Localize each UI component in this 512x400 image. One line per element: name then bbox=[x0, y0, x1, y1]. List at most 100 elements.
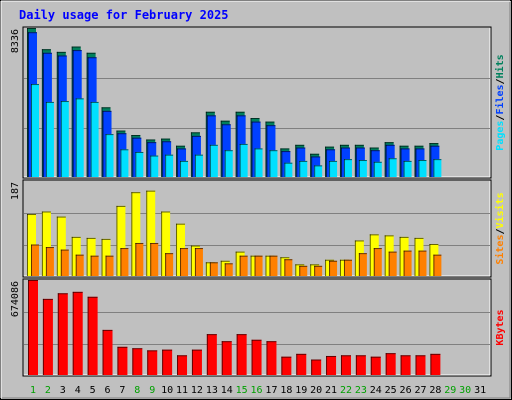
kbytes-bar bbox=[385, 353, 396, 375]
sites-bar bbox=[388, 251, 397, 276]
pages-bar bbox=[343, 159, 352, 177]
kbytes-bar bbox=[355, 355, 366, 375]
pages-bar bbox=[135, 151, 144, 177]
kbytes-bar bbox=[132, 348, 143, 375]
x-axis-day-label: 18 bbox=[280, 385, 292, 396]
kbytes-bar bbox=[370, 356, 381, 375]
kbytes-bar bbox=[415, 355, 426, 375]
sites-bar bbox=[209, 262, 218, 276]
x-axis-day-label: 16 bbox=[251, 385, 263, 396]
visits-bar bbox=[56, 216, 66, 276]
sites-bar bbox=[150, 242, 159, 276]
x-axis-day-label: 21 bbox=[325, 385, 337, 396]
sites-bar bbox=[254, 255, 263, 276]
x-axis-day-label: 20 bbox=[310, 385, 322, 396]
legend-entry: KBytes bbox=[495, 309, 506, 345]
x-axis-day-label: 5 bbox=[90, 385, 96, 396]
sites-bar bbox=[120, 248, 129, 276]
kbytes-bar bbox=[400, 355, 411, 375]
kbytes-bar bbox=[311, 359, 322, 375]
kbytes-bar bbox=[57, 293, 68, 375]
kbytes-bar bbox=[147, 350, 158, 375]
pages-bar bbox=[299, 160, 308, 177]
kbytes-bar bbox=[28, 280, 38, 375]
sites-bar bbox=[90, 255, 99, 276]
sites-bar bbox=[329, 260, 338, 276]
sites-bar bbox=[135, 242, 144, 276]
kbytes-bar bbox=[177, 355, 188, 375]
pages-bar bbox=[239, 143, 248, 177]
kbytes-bar bbox=[42, 298, 53, 375]
pages-bar bbox=[358, 160, 367, 177]
kbytes-bar bbox=[251, 339, 262, 375]
x-axis-day-label: 9 bbox=[149, 385, 155, 396]
x-axis-day-label: 13 bbox=[206, 385, 218, 396]
pages-bar bbox=[150, 155, 159, 177]
sites-bar bbox=[418, 250, 427, 276]
chart-title: Daily usage for February 2025 bbox=[19, 8, 229, 22]
sites-bar bbox=[194, 248, 203, 276]
x-axis-day-label: 15 bbox=[236, 385, 248, 396]
pages-bar bbox=[105, 134, 114, 177]
pages-bar bbox=[75, 98, 84, 177]
kbytes-bar bbox=[206, 334, 217, 375]
x-axis-day-label: 22 bbox=[340, 385, 352, 396]
visits-bar bbox=[116, 205, 126, 276]
sites-bar bbox=[373, 248, 382, 276]
kbytes-bar bbox=[221, 341, 232, 375]
legend-entry: Visits bbox=[494, 192, 506, 228]
legend-entry: Sites bbox=[494, 235, 506, 265]
kbytes-bar bbox=[281, 356, 292, 375]
x-axis-day-label: 17 bbox=[265, 385, 277, 396]
sites-bar bbox=[45, 247, 54, 276]
sites-bar bbox=[239, 255, 248, 276]
visits-bar bbox=[131, 192, 141, 276]
x-axis-day-label: 30 bbox=[459, 385, 471, 396]
legend-entry: Pages bbox=[495, 121, 506, 151]
sites-bar bbox=[343, 259, 352, 276]
sites-bar bbox=[60, 249, 69, 276]
pages-bar bbox=[31, 84, 39, 177]
x-axis-day-label: 11 bbox=[176, 385, 188, 396]
pages-bar bbox=[254, 148, 263, 177]
pages-bar bbox=[433, 159, 442, 177]
sites-bar bbox=[75, 254, 84, 276]
pages-bar bbox=[388, 158, 397, 177]
visits-bar bbox=[146, 190, 156, 276]
x-axis-day-label: 19 bbox=[295, 385, 307, 396]
x-axis-day-label: 6 bbox=[105, 385, 111, 396]
pages-bar bbox=[60, 101, 69, 177]
pages-bar bbox=[373, 161, 382, 177]
kbytes-bar bbox=[340, 355, 351, 375]
pages-bar bbox=[269, 150, 278, 177]
x-axis-day-label: 28 bbox=[429, 385, 441, 396]
sites-bar bbox=[284, 259, 293, 276]
kbytes-bar bbox=[117, 346, 128, 375]
pages-bar bbox=[209, 144, 218, 177]
x-axis-day-label: 24 bbox=[370, 385, 382, 396]
legend-hits-files-pages: Pages/Files/Hits bbox=[494, 54, 506, 150]
pages-bar bbox=[194, 154, 203, 177]
y-axis-max-label: 187 bbox=[10, 182, 21, 200]
sites-bar bbox=[433, 254, 442, 276]
visits-bar bbox=[161, 211, 171, 276]
pages-bar bbox=[180, 160, 189, 177]
x-axis-day-label: 26 bbox=[400, 385, 412, 396]
x-axis-day-label: 12 bbox=[191, 385, 203, 396]
x-axis-day-label: 7 bbox=[119, 385, 125, 396]
legend-visits-sites: Sites/Visits bbox=[494, 192, 506, 264]
pages-bar bbox=[165, 154, 174, 177]
pages-bar bbox=[418, 160, 427, 177]
kbytes-bar bbox=[296, 353, 307, 375]
pages-bar bbox=[403, 160, 412, 177]
pages-bar bbox=[314, 165, 323, 177]
kbytes-bar bbox=[72, 291, 83, 375]
pages-bar bbox=[224, 150, 233, 177]
legend-entry: Hits bbox=[494, 54, 506, 78]
sites-bar bbox=[299, 265, 308, 276]
kbytes-bar bbox=[87, 296, 98, 375]
legend-entry: Files bbox=[494, 84, 506, 114]
x-axis-day-label: 14 bbox=[221, 385, 233, 396]
sites-bar bbox=[314, 265, 323, 276]
